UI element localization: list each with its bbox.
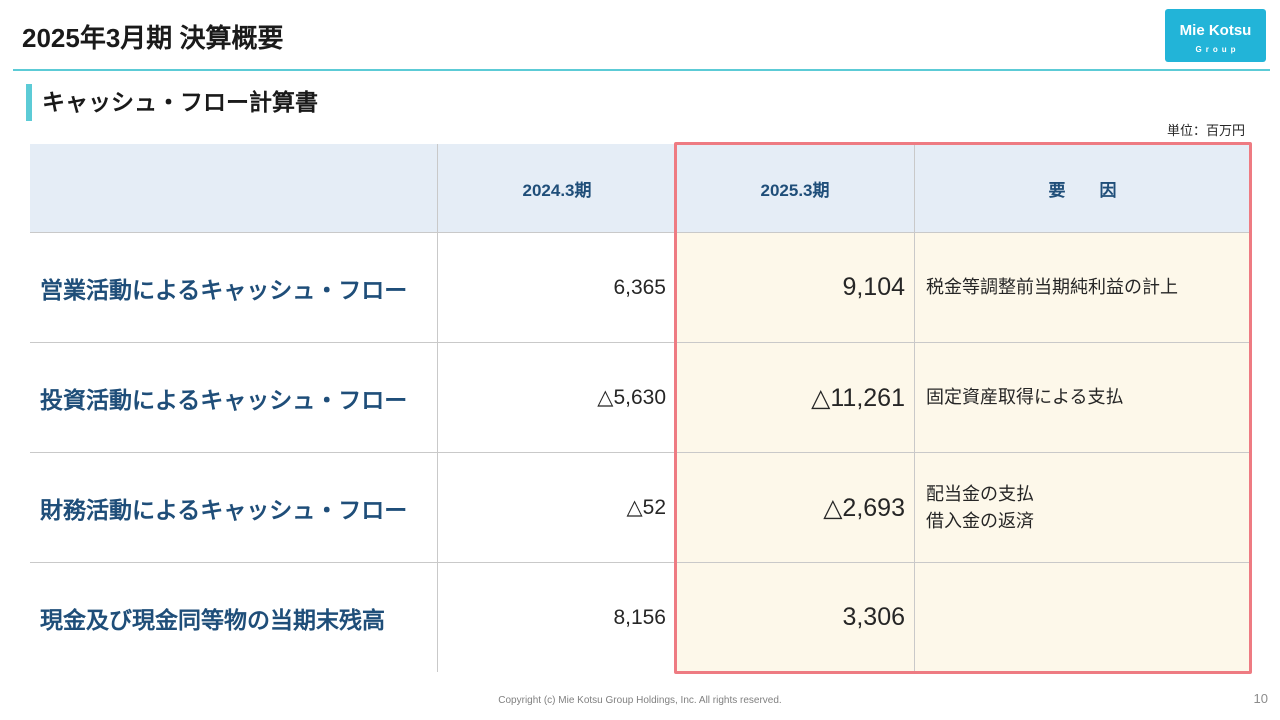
cash-flow-table: 2024.3期 2025.3期 要 因 営業活動によるキャッシュ・フロー 6,3…	[30, 144, 1250, 672]
table-header-prev-period: 2024.3期	[437, 144, 676, 232]
reason-line: 税金等調整前当期純利益の計上	[926, 277, 1178, 297]
logo-subtext: Group	[1195, 45, 1240, 54]
curr-period-value: 9,104	[676, 232, 914, 342]
row-label: 投資活動によるキャッシュ・フロー	[30, 342, 437, 452]
reason-cell: 固定資産取得による支払	[914, 342, 1250, 452]
row-label: 営業活動によるキャッシュ・フロー	[30, 232, 437, 342]
prev-period-value: △5,630	[437, 342, 676, 452]
prev-period-value: 6,365	[437, 232, 676, 342]
prev-period-value: △52	[437, 452, 676, 562]
table-header-reason: 要 因	[914, 144, 1250, 232]
copyright-footer: Copyright (c) Mie Kotsu Group Holdings, …	[498, 695, 782, 706]
reason-line: 借入金の返済	[926, 510, 1034, 531]
header-divider	[13, 69, 1270, 71]
reason-line: 固定資産取得による支払	[926, 387, 1124, 407]
company-logo: Mie Kotsu Group	[1165, 9, 1266, 62]
row-label: 現金及び現金同等物の当期末残高	[30, 562, 437, 672]
reason-cell: 税金等調整前当期純利益の計上	[914, 232, 1250, 342]
slide-title: 2025年3月期 決算概要	[22, 23, 284, 53]
curr-period-value: △2,693	[676, 452, 914, 562]
reason-line: 配当金の支払	[926, 483, 1034, 504]
table-header-blank	[30, 144, 437, 232]
section-accent-bar	[26, 84, 32, 121]
section-title: キャッシュ・フロー計算書	[42, 89, 318, 115]
table-header-curr-period: 2025.3期	[676, 144, 914, 232]
reason-cell: 配当金の支払 借入金の返済	[914, 452, 1250, 562]
logo-wordmark: Mie Kotsu	[1179, 22, 1252, 39]
unit-label: 単位：百万円	[1166, 123, 1245, 138]
curr-period-value: 3,306	[676, 562, 914, 672]
reason-cell	[914, 562, 1250, 672]
page-number: 10	[1253, 691, 1268, 706]
row-label: 財務活動によるキャッシュ・フロー	[30, 452, 437, 562]
prev-period-value: 8,156	[437, 562, 676, 672]
curr-period-value: △11,261	[676, 342, 914, 452]
